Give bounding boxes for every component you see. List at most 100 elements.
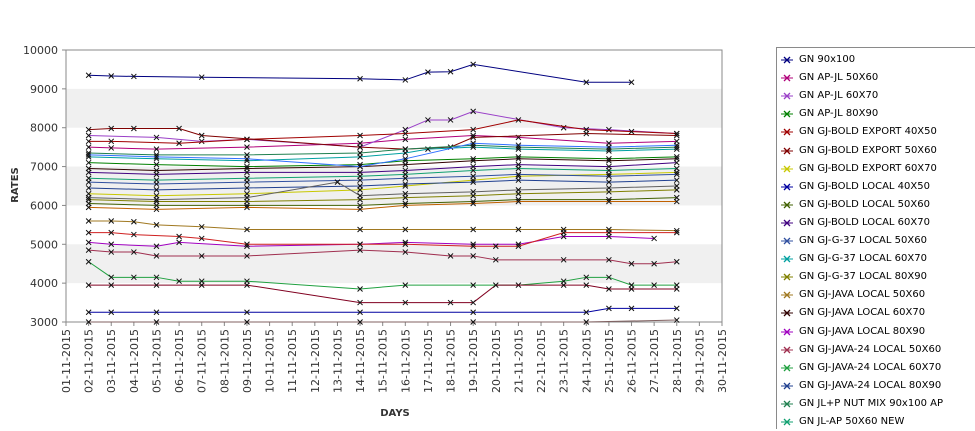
legend-marker-icon (781, 382, 793, 390)
legend-label: GN GJ-G-37 LOCAL 80X90 (799, 271, 927, 283)
data-point (85, 319, 92, 325)
data-point (85, 282, 92, 288)
data-point (85, 152, 92, 158)
data-point (85, 204, 92, 211)
data-point (85, 165, 92, 172)
plot-background-bands (66, 50, 722, 322)
data-point (334, 179, 341, 185)
data-point (515, 117, 522, 123)
data-point (153, 196, 160, 203)
data-point (470, 282, 477, 288)
data-point (470, 157, 477, 164)
data-point (583, 130, 590, 137)
data-point (198, 74, 205, 81)
data-point (85, 229, 92, 236)
data-point (606, 198, 612, 205)
series-8 (85, 305, 680, 316)
data-point (470, 319, 477, 325)
data-point (470, 134, 477, 141)
legend-label: GN GJ-BOLD EXPORT 60X70 (799, 162, 937, 174)
data-point (673, 258, 680, 265)
x-tick-label: 13-11-2015 (331, 329, 344, 393)
legend-label: GN AP-JL 50X60 (799, 72, 879, 84)
data-point (108, 145, 115, 151)
data-point (470, 309, 477, 316)
data-point (447, 68, 454, 75)
legend-marker-icon (781, 237, 793, 245)
data-point (131, 274, 137, 281)
data-point (402, 161, 409, 168)
data-point (470, 200, 477, 207)
x-tick-label: 02-11-2015 (83, 329, 96, 393)
data-point (153, 187, 160, 193)
series-5 (85, 117, 680, 147)
data-point (85, 138, 92, 145)
data-point (673, 142, 680, 149)
data-point (560, 282, 567, 288)
x-tick-label: 28-11-2015 (671, 329, 684, 393)
legend-label: GN GJ-JAVA LOCAL 50X60 (799, 289, 926, 301)
data-point (470, 167, 477, 174)
data-point (176, 278, 182, 285)
series-26 (85, 179, 680, 203)
data-point (606, 126, 612, 133)
data-point (85, 258, 92, 265)
data-point (628, 305, 635, 312)
data-point (515, 155, 522, 162)
data-point (470, 188, 477, 195)
data-point (673, 171, 680, 178)
x-tick-label: 10-11-2015 (264, 329, 277, 393)
data-point (628, 286, 635, 292)
legend-label: GN GJ-BOLD LOCAL 60X70 (799, 216, 930, 228)
data-point (673, 132, 680, 139)
legend-item: GN AP-JL 60X70 (777, 87, 975, 105)
data-point (673, 317, 680, 323)
series-layer (85, 61, 680, 325)
data-point (244, 185, 250, 191)
data-point (176, 125, 182, 132)
line-chart: 3000 4000 5000 6000 7000 8000 9000 10000 01-11-… (10, 44, 729, 419)
data-point (153, 161, 160, 168)
data-point (515, 177, 522, 184)
legend-marker-icon (781, 309, 793, 317)
data-point (244, 319, 250, 325)
data-point (447, 299, 454, 306)
legend-label: GN JL-AP 50X60 NEW (799, 416, 905, 427)
data-point (131, 218, 137, 225)
series-line (88, 307, 677, 313)
series-22 (85, 282, 680, 306)
data-point (470, 108, 477, 115)
data-point (425, 69, 431, 76)
y-tick-label: 10000 (23, 44, 58, 57)
data-point (108, 309, 115, 316)
data-point (606, 256, 612, 263)
x-axis-title: DAYS (380, 408, 410, 419)
series-14 (85, 218, 680, 234)
series-line (88, 249, 677, 265)
legend-marker-icon (781, 291, 793, 299)
data-point (628, 79, 635, 86)
data-point (357, 309, 363, 316)
data-point (108, 73, 115, 79)
data-point (108, 241, 115, 248)
data-point (153, 274, 160, 281)
legend-item: GN GJ-BOLD EXPORT 50X60 (777, 142, 975, 160)
y-tick-label: 7000 (30, 161, 58, 174)
data-point (244, 309, 250, 316)
series-18 (85, 258, 680, 292)
data-point (108, 274, 115, 281)
data-point (628, 128, 635, 135)
data-point (425, 117, 431, 123)
y-tick-label: 4000 (30, 277, 58, 290)
series-17 (85, 247, 680, 267)
data-point (85, 218, 92, 224)
legend-marker-icon (781, 165, 793, 173)
y-axis-title: RATES (10, 167, 21, 203)
series-24 (85, 229, 680, 250)
data-point (357, 247, 363, 253)
data-point (153, 222, 160, 228)
x-tick-label: 23-11-2015 (558, 329, 571, 393)
data-point (85, 175, 92, 182)
data-point (108, 229, 115, 236)
data-point (402, 249, 409, 255)
